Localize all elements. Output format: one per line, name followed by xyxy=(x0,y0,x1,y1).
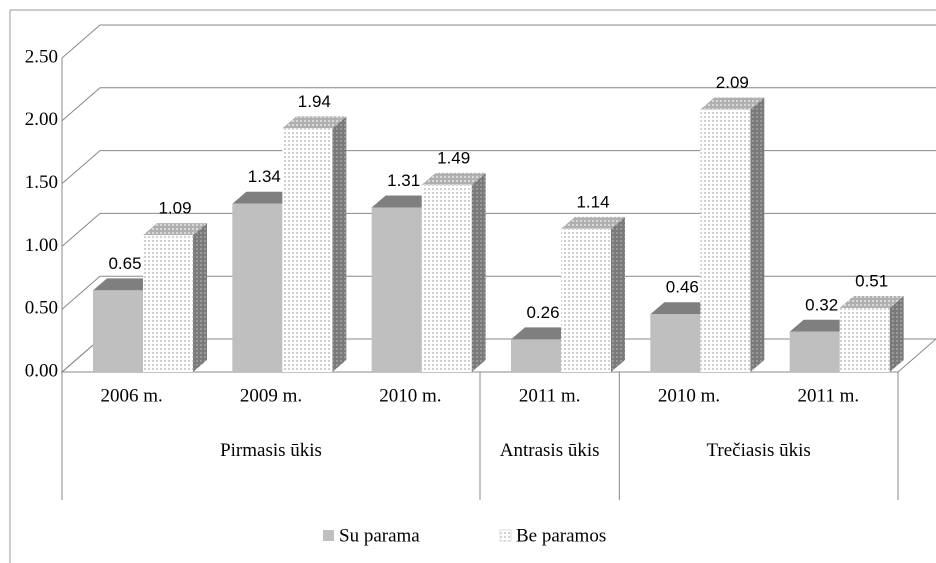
legend-swatch xyxy=(323,530,334,541)
bar xyxy=(93,278,157,372)
bar-face xyxy=(421,184,472,372)
bar xyxy=(282,116,347,372)
bar-face xyxy=(611,216,625,372)
y-tick-label: 1.00 xyxy=(25,235,58,256)
group-label: Pirmasis ūkis xyxy=(220,440,322,461)
bar-face xyxy=(511,339,561,372)
data-label: 0.46 xyxy=(666,278,699,297)
bar-face xyxy=(889,295,904,372)
bar-face xyxy=(561,216,625,229)
grid-line xyxy=(61,212,936,247)
bar-face xyxy=(143,235,193,372)
data-label: 0.51 xyxy=(855,271,888,290)
bar-face xyxy=(700,97,765,110)
bar-face xyxy=(332,116,347,372)
grid-line xyxy=(61,24,936,59)
group-label: Trečiasis ūkis xyxy=(706,440,811,461)
bar-face xyxy=(839,295,904,308)
bar xyxy=(700,97,765,372)
data-label: 1.49 xyxy=(437,148,470,167)
legend-label: Be paramos xyxy=(516,525,606,546)
bar-face xyxy=(93,278,157,291)
y-tick-label: 0.50 xyxy=(25,298,58,319)
bar-face xyxy=(371,195,436,208)
data-label: 1.34 xyxy=(248,167,281,186)
bar-face xyxy=(93,290,143,372)
grid-line xyxy=(61,87,936,122)
bar-face xyxy=(650,302,715,315)
bar xyxy=(421,172,486,372)
y-tick-label: 0.00 xyxy=(25,360,58,381)
data-label: 0.65 xyxy=(108,254,141,273)
bar-face xyxy=(232,191,297,204)
bar-face xyxy=(650,314,701,372)
legend-label: Su parama xyxy=(339,525,420,546)
bar-face xyxy=(193,223,207,372)
bar-face xyxy=(282,128,333,372)
data-label: 2.09 xyxy=(716,73,749,92)
data-label: 1.31 xyxy=(387,171,420,190)
group-label: Antrasis ūkis xyxy=(499,440,600,461)
bar-face xyxy=(750,97,765,372)
x-tick-label: 2011 m. xyxy=(798,385,860,406)
y-tick-label: 2.00 xyxy=(25,109,58,130)
grid-line xyxy=(61,275,936,310)
legend-swatch xyxy=(499,529,512,542)
bar xyxy=(143,223,207,372)
data-label: 1.94 xyxy=(298,92,331,111)
y-tick-label: 1.50 xyxy=(25,172,58,193)
x-tick-label: 2010 m. xyxy=(379,385,441,406)
data-label: 0.26 xyxy=(526,303,559,322)
data-label: 1.14 xyxy=(576,192,609,211)
bar-face xyxy=(282,116,347,129)
bar-face xyxy=(371,207,422,372)
bar-face xyxy=(789,331,840,372)
bar-face xyxy=(511,327,575,340)
x-tick-label: 2011 m. xyxy=(519,385,581,406)
x-tick-label: 2009 m. xyxy=(240,385,302,406)
bar-face xyxy=(421,172,486,185)
y-tick-label: 2.50 xyxy=(25,46,58,67)
x-tick-label: 2006 m. xyxy=(101,385,163,406)
x-tick-label: 2010 m. xyxy=(658,385,720,406)
bar-face xyxy=(232,203,283,372)
bar-face xyxy=(561,228,611,372)
data-label: 0.32 xyxy=(805,295,838,314)
bar-face xyxy=(471,172,486,372)
bar xyxy=(561,216,625,372)
bar xyxy=(839,295,904,372)
bar-face xyxy=(700,109,751,372)
data-label: 1.09 xyxy=(158,199,191,218)
bar-face xyxy=(839,307,890,372)
grid-line xyxy=(61,150,936,184)
bar-face xyxy=(789,319,854,332)
bar-face xyxy=(143,223,207,236)
